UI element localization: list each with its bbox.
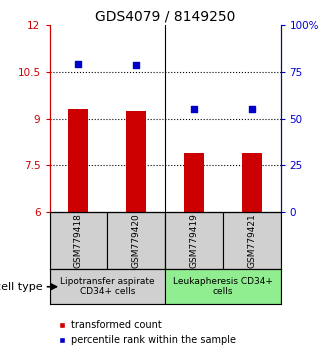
Text: GSM779420: GSM779420 [132, 213, 141, 268]
Bar [126, 111, 146, 212]
Point [133, 63, 139, 68]
Bar [242, 153, 262, 212]
Bar [223, 212, 280, 269]
Text: GSM779418: GSM779418 [74, 213, 83, 268]
Bar [68, 109, 88, 212]
Bar [50, 212, 107, 269]
Title: GDS4079 / 8149250: GDS4079 / 8149250 [95, 10, 235, 24]
Text: cell type: cell type [0, 282, 43, 292]
Bar [50, 269, 165, 304]
Bar [165, 212, 223, 269]
Bar [165, 269, 280, 304]
Legend: transformed count, percentile rank within the sample: transformed count, percentile rank withi… [54, 316, 240, 349]
Bar [107, 212, 165, 269]
Text: Leukapheresis CD34+
cells: Leukapheresis CD34+ cells [173, 277, 273, 296]
Bar [184, 153, 204, 212]
Point [191, 106, 197, 112]
Text: Lipotransfer aspirate
CD34+ cells: Lipotransfer aspirate CD34+ cells [60, 277, 154, 296]
Text: GSM779421: GSM779421 [247, 213, 256, 268]
Text: GSM779419: GSM779419 [189, 213, 198, 268]
Point [76, 61, 81, 67]
Point [249, 106, 254, 112]
